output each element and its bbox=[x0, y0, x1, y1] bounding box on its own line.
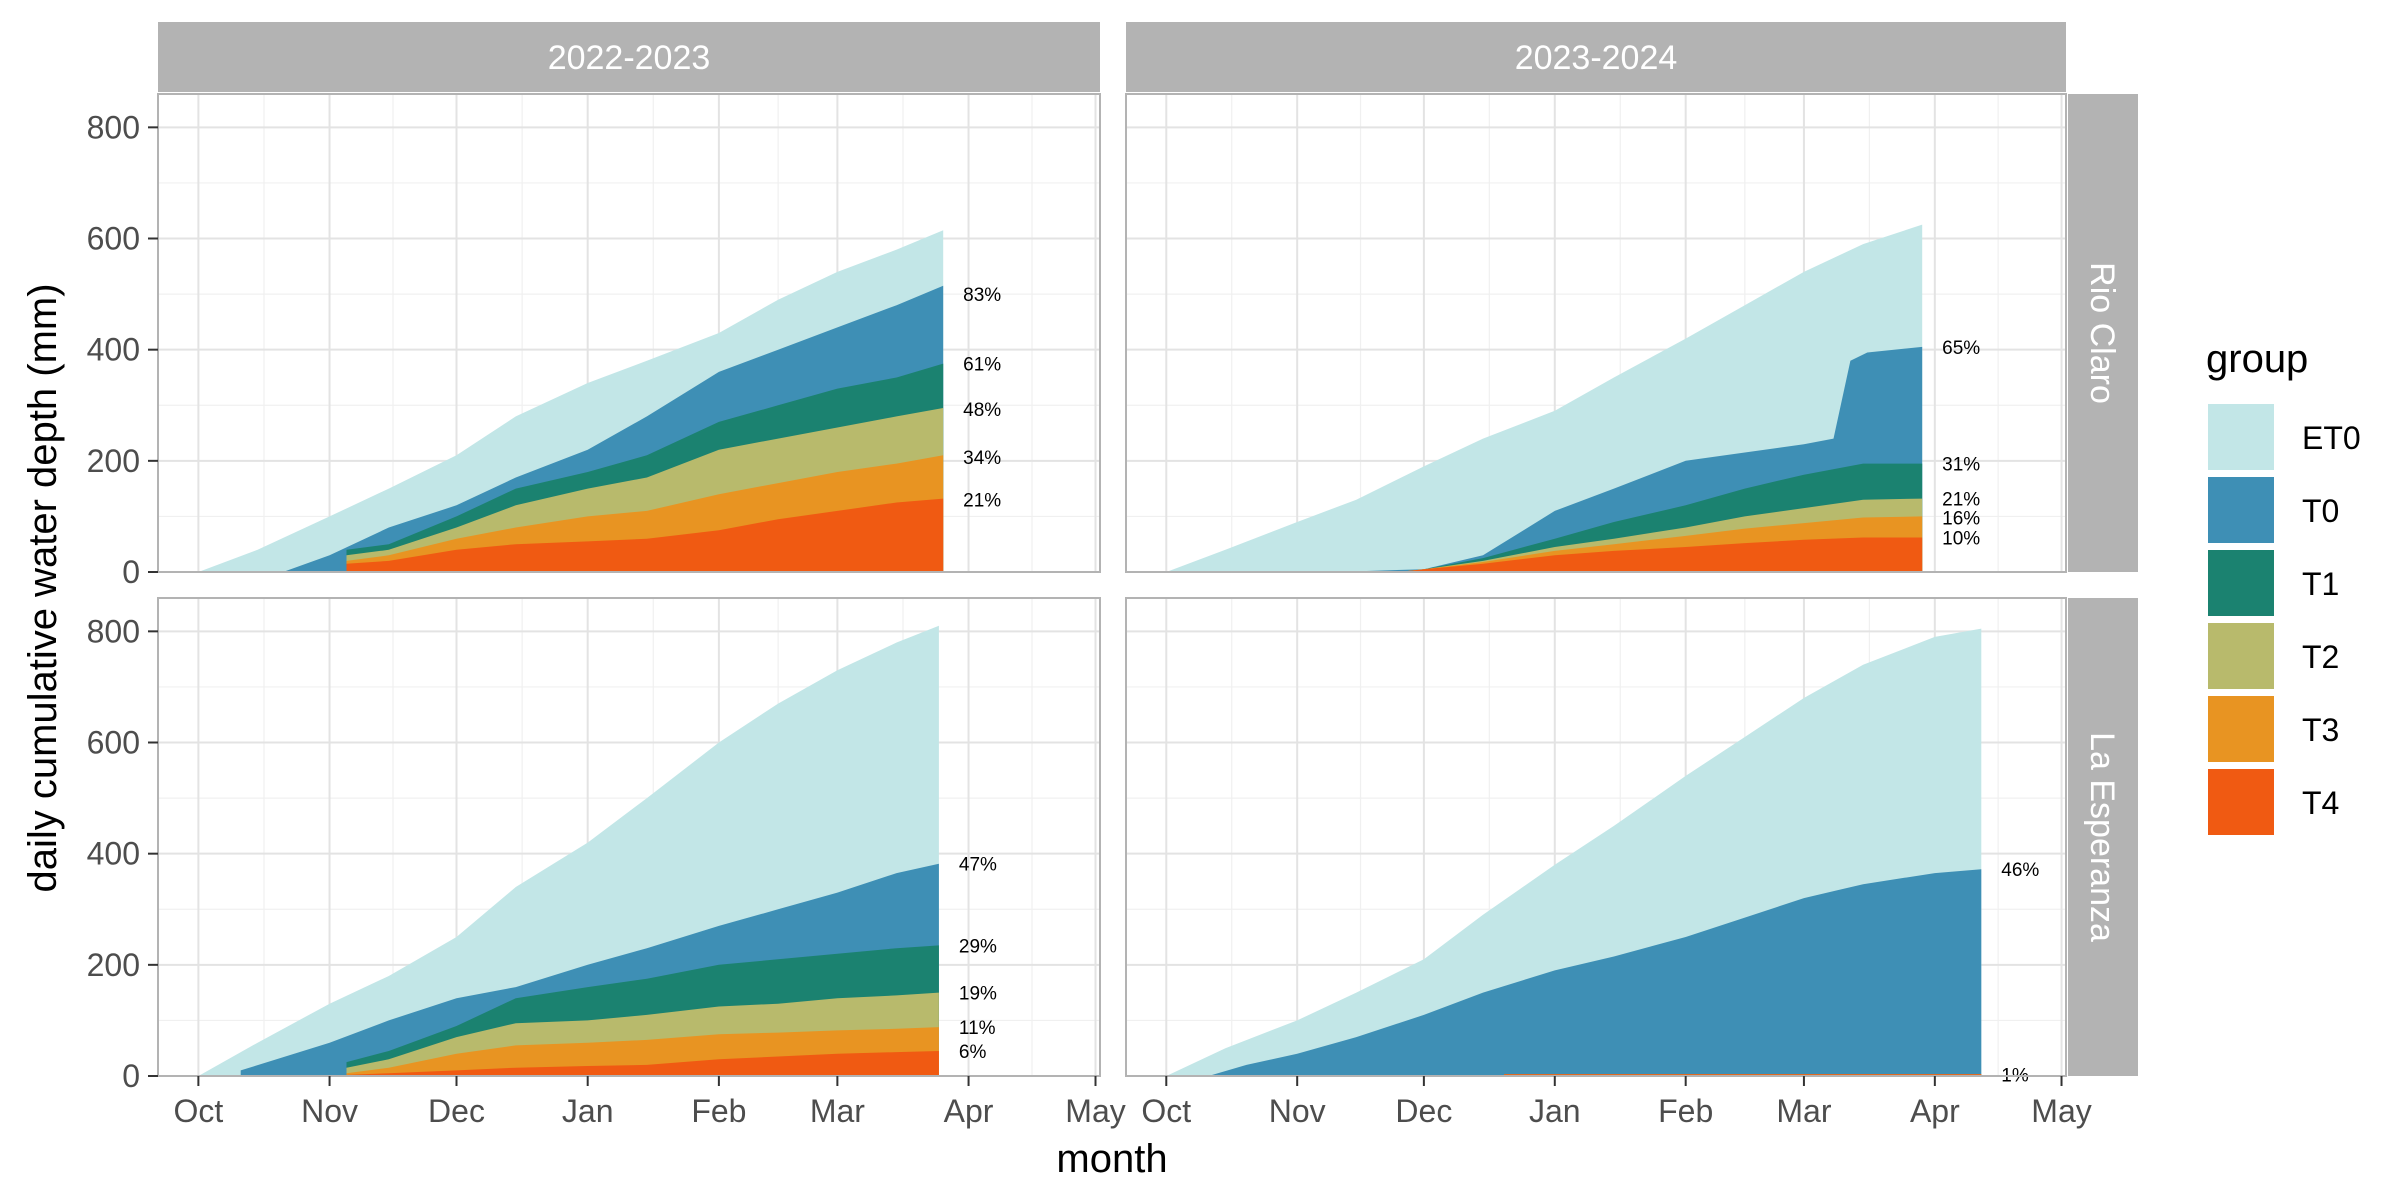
percentage-label: 21% bbox=[963, 491, 1001, 512]
percentage-label: 83% bbox=[963, 285, 1001, 306]
percentage-label: 46% bbox=[2001, 860, 2039, 881]
legend-label-t0: T0 bbox=[2302, 493, 2339, 529]
percentage-label: 31% bbox=[1942, 455, 1980, 476]
row-strip-la-esperanza bbox=[2068, 598, 2138, 1076]
x-tick-label: Dec bbox=[428, 1093, 485, 1129]
x-tick-label: Nov bbox=[301, 1093, 358, 1129]
legend: group ET0 T0 T1 T2 T3 T4 bbox=[2206, 337, 2361, 835]
legend-label-t1: T1 bbox=[2302, 566, 2339, 602]
panel-2023-2024-rio-claro: 65% 31% 21%16%10% bbox=[1125, 93, 2067, 573]
x-tick-label: Dec bbox=[1395, 1093, 1452, 1129]
x-tick-label: May bbox=[1065, 1093, 1125, 1129]
y-tick-label: 400 bbox=[87, 332, 140, 368]
panel-2022-2023-la-esperanza: 47% 29% 19% 11% 6% 0 200 400 600 800 Oct Nov Dec Jan F… bbox=[87, 597, 1126, 1129]
y-tick-label: 600 bbox=[87, 725, 140, 761]
percentage-label: 48% bbox=[963, 400, 1001, 421]
legend-label-et0: ET0 bbox=[2302, 420, 2361, 456]
y-tick-label: 400 bbox=[87, 836, 140, 872]
percentage-label: 34% bbox=[963, 448, 1001, 469]
x-tick-label: Feb bbox=[691, 1093, 746, 1129]
x-tick-label: Apr bbox=[944, 1093, 994, 1129]
y-tick-label: 0 bbox=[122, 1058, 140, 1094]
row-strip-label: Rio Claro bbox=[2083, 262, 2121, 404]
panel-border bbox=[1125, 93, 2067, 573]
panels-layer: 2022-2023 2023-2024 Rio Claro La Esperanza 8… bbox=[87, 22, 2138, 1129]
percentage-label: 11% bbox=[959, 1018, 996, 1039]
legend-label-t4: T4 bbox=[2302, 785, 2339, 821]
x-tick-label: Nov bbox=[1269, 1093, 1326, 1129]
x-tick-label: Jan bbox=[562, 1093, 614, 1129]
legend-label-t2: T2 bbox=[2302, 639, 2339, 675]
percentage-label: 29% bbox=[959, 936, 997, 957]
x-tick-label: Feb bbox=[1658, 1093, 1713, 1129]
row-strip-label: La Esperanza bbox=[2083, 732, 2121, 942]
percentage-label: 16% bbox=[1942, 509, 1980, 530]
x-tick-label: Apr bbox=[1910, 1093, 1960, 1129]
y-tick-label: 200 bbox=[87, 947, 140, 983]
legend-items: ET0 T0 T1 T2 T3 T4 bbox=[2208, 404, 2361, 835]
panel-border bbox=[157, 597, 1101, 1077]
panel-border bbox=[157, 93, 1101, 573]
panel-2023-2024-la-esperanza: 46%1%Oct Nov Dec Jan Feb Mar Apr May bbox=[1125, 597, 2092, 1129]
legend-label-t3: T3 bbox=[2302, 712, 2339, 748]
panel-border bbox=[1125, 597, 2067, 1077]
percentage-label: 21% bbox=[1942, 490, 1980, 511]
percentage-label: 47% bbox=[959, 855, 997, 876]
y-axis-title: daily cumulative water depth (mm) bbox=[21, 283, 65, 892]
percentage-label: 19% bbox=[959, 984, 997, 1005]
legend-key-t1 bbox=[2208, 550, 2274, 616]
column-strip-label: 2023-2024 bbox=[1515, 39, 1678, 77]
y-tick-label: 0 bbox=[122, 554, 140, 590]
y-tick-label: 200 bbox=[87, 443, 140, 479]
y-tick-label: 800 bbox=[87, 109, 140, 145]
x-tick-label: May bbox=[2031, 1093, 2091, 1129]
column-strip-2023-2024 bbox=[1126, 22, 2066, 92]
x-tick-label: Jan bbox=[1529, 1093, 1581, 1129]
y-tick-label: 800 bbox=[87, 613, 140, 649]
x-tick-label: Oct bbox=[1141, 1093, 1191, 1129]
legend-key-t3 bbox=[2208, 696, 2274, 762]
legend-key-et0 bbox=[2208, 404, 2274, 470]
area-t4 bbox=[346, 498, 944, 572]
legend-key-t2 bbox=[2208, 623, 2274, 689]
legend-title: group bbox=[2206, 337, 2308, 381]
percentage-label: 6% bbox=[959, 1042, 987, 1063]
legend-key-t0 bbox=[2208, 477, 2274, 543]
x-tick-label: Oct bbox=[173, 1093, 223, 1129]
x-tick-label: Mar bbox=[810, 1093, 865, 1129]
y-tick-label: 600 bbox=[87, 221, 140, 257]
row-strip-rio-claro bbox=[2068, 94, 2138, 572]
area-t4 bbox=[1398, 537, 1923, 572]
area-t0 bbox=[1208, 869, 1982, 1076]
legend-key-t4 bbox=[2208, 769, 2274, 835]
percentage-label: 10% bbox=[1942, 529, 1980, 550]
x-axis-title: month bbox=[1056, 1137, 1167, 1181]
percentage-label: 61% bbox=[963, 355, 1001, 376]
x-tick-label: Mar bbox=[1776, 1093, 1831, 1129]
column-strip-2022-2023 bbox=[158, 22, 1100, 92]
column-strip-label: 2022-2023 bbox=[548, 39, 711, 77]
area-t4 bbox=[346, 1051, 939, 1076]
percentage-label: 65% bbox=[1942, 338, 1980, 359]
panel-2022-2023-rio-claro: 83% 61% 48% 34% 21% 0 200 400 600 800 bbox=[87, 93, 1101, 590]
